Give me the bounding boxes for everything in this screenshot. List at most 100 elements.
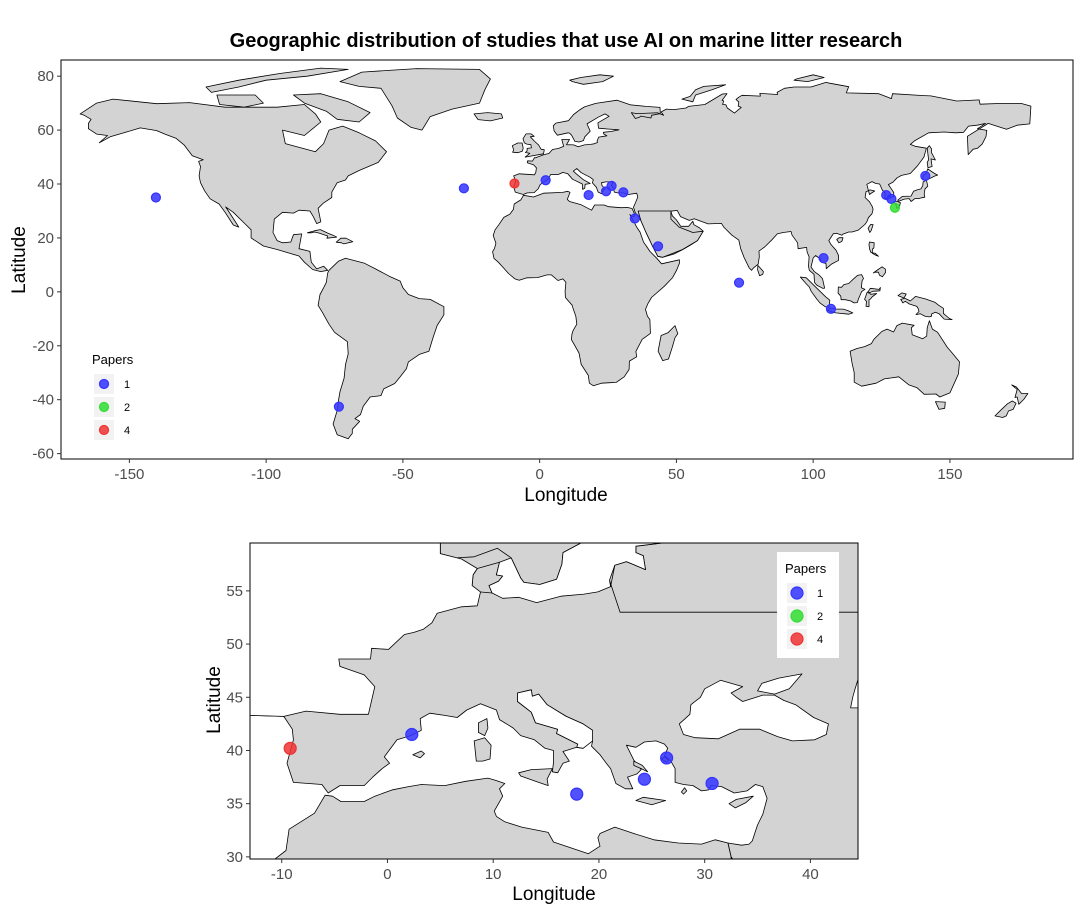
study-point-papers-1 <box>733 277 745 288</box>
land-taiwan <box>867 224 874 233</box>
study-point-papers-2 <box>889 202 901 213</box>
land-black-sea <box>678 679 829 742</box>
land-australia <box>849 320 960 398</box>
land-tasmania <box>935 401 946 410</box>
y-tick-label: 30 <box>226 849 243 866</box>
y-tick-label: -40 <box>32 392 54 409</box>
med-y-axis-title: Latitude <box>204 666 225 734</box>
land-philippines-mindanao <box>872 266 886 278</box>
land-crete <box>635 796 666 806</box>
land-sumatra <box>799 276 831 308</box>
y-tick-label: 80 <box>37 68 54 85</box>
world-x-axis-ticks: -150 -100 -50 0 50 100 150 <box>114 459 962 483</box>
land-new-guinea <box>897 292 953 320</box>
study-point-papers-1 <box>920 170 931 182</box>
y-tick-label: 60 <box>37 122 54 139</box>
land-sardinia <box>473 737 492 762</box>
x-tick-label: 0 <box>383 866 391 883</box>
study-point-papers-1 <box>818 253 829 264</box>
land-sicily <box>518 768 553 786</box>
land-victoria-island <box>216 94 264 108</box>
y-tick-label: 20 <box>37 230 54 247</box>
world-y-axis-title: Latitude <box>9 226 30 294</box>
land-bay-of-biscay-fill <box>250 543 481 717</box>
study-point-papers-4 <box>509 178 520 189</box>
x-tick-label: 30 <box>696 866 713 883</box>
med-x-axis-title: Longitude <box>512 884 595 905</box>
legend-label: 2 <box>817 611 823 623</box>
land-baffin-island <box>293 93 371 123</box>
world-y-axis-ticks: -60 -40 -20 0 20 40 60 80 <box>32 68 61 463</box>
legend-marker-papers-2 <box>790 609 804 623</box>
land-sakhalin <box>926 145 936 169</box>
world-landmasses <box>79 67 1032 440</box>
legend-marker-papers-2 <box>98 401 110 413</box>
study-point-papers-1 <box>405 727 419 742</box>
legend-label: 2 <box>124 402 130 414</box>
legend-marker-papers-1 <box>790 586 804 600</box>
land-new-zealand-south <box>994 400 1017 418</box>
legend-label: 1 <box>817 588 823 600</box>
study-point-papers-1 <box>886 193 897 204</box>
legend-label: 4 <box>817 634 823 646</box>
chart-title: Geographic distribution of studies that … <box>230 30 903 52</box>
land-honshu <box>897 179 929 202</box>
study-point-papers-1 <box>333 401 344 412</box>
y-tick-label: 55 <box>226 583 243 600</box>
med-y-axis-ticks: 30 35 40 45 50 55 <box>226 583 250 866</box>
land-sea-of-azov <box>757 673 803 695</box>
med-legend: Papers 1 2 4 <box>777 552 839 658</box>
land-red-sea-top <box>730 856 748 859</box>
study-point-papers-4 <box>283 741 297 755</box>
land-greenland <box>339 68 491 131</box>
land-canadian-islands <box>205 67 349 93</box>
land-new-zealand-north <box>1011 384 1029 405</box>
med-study-points <box>283 727 719 801</box>
y-tick-label: -20 <box>32 338 54 355</box>
x-tick-label: -150 <box>114 466 144 483</box>
x-tick-label: 40 <box>802 866 819 883</box>
land-africa-north <box>250 777 732 859</box>
x-tick-label: -10 <box>271 866 293 883</box>
study-point-papers-1 <box>652 241 664 252</box>
land-hainan <box>836 237 844 244</box>
y-tick-label: 35 <box>226 796 243 813</box>
legend-label: 4 <box>124 425 130 437</box>
land-baltic-sea <box>488 543 684 603</box>
y-tick-label: -60 <box>32 446 54 463</box>
mediterranean-landmasses <box>250 543 858 859</box>
x-tick-label: 150 <box>937 466 962 483</box>
med-x-axis-ticks: -10 0 10 20 30 40 <box>271 859 819 883</box>
study-point-papers-1 <box>583 189 594 201</box>
study-point-papers-1 <box>618 187 629 198</box>
world-map-panel: Geographic distribution of studies that … <box>9 30 1074 506</box>
legend-marker-papers-4 <box>790 632 804 646</box>
land-sri-lanka <box>757 265 764 277</box>
y-tick-label: 45 <box>226 689 243 706</box>
x-tick-label: 100 <box>801 466 826 483</box>
y-tick-label: 0 <box>46 284 54 301</box>
study-point-papers-1 <box>150 192 162 203</box>
x-tick-label: 0 <box>535 466 543 483</box>
med-panel-border <box>249 542 859 860</box>
land-philippines-luzon <box>868 241 879 257</box>
land-madagascar <box>657 325 679 361</box>
land-severnaya-zemlya <box>793 74 825 82</box>
land-great-britain <box>522 133 545 158</box>
land-cuba <box>307 229 338 239</box>
legend-marker-papers-4 <box>98 424 110 436</box>
land-corsica <box>478 718 489 736</box>
legend-label: 1 <box>124 379 130 391</box>
world-panel-border <box>60 59 1074 460</box>
mediterranean-map-panel: -10 0 10 20 30 40 30 35 40 45 50 55 Longitude Lati… <box>204 542 859 905</box>
world-legend-title: Papers <box>92 352 134 367</box>
x-tick-label: -50 <box>392 466 414 483</box>
med-legend-title: Papers <box>785 561 827 576</box>
x-tick-label: 50 <box>668 466 685 483</box>
study-point-papers-1 <box>825 303 837 314</box>
land-cyprus <box>728 795 754 809</box>
study-point-papers-1 <box>458 183 469 194</box>
land-rhodes <box>681 787 688 795</box>
study-point-papers-1 <box>637 772 652 786</box>
